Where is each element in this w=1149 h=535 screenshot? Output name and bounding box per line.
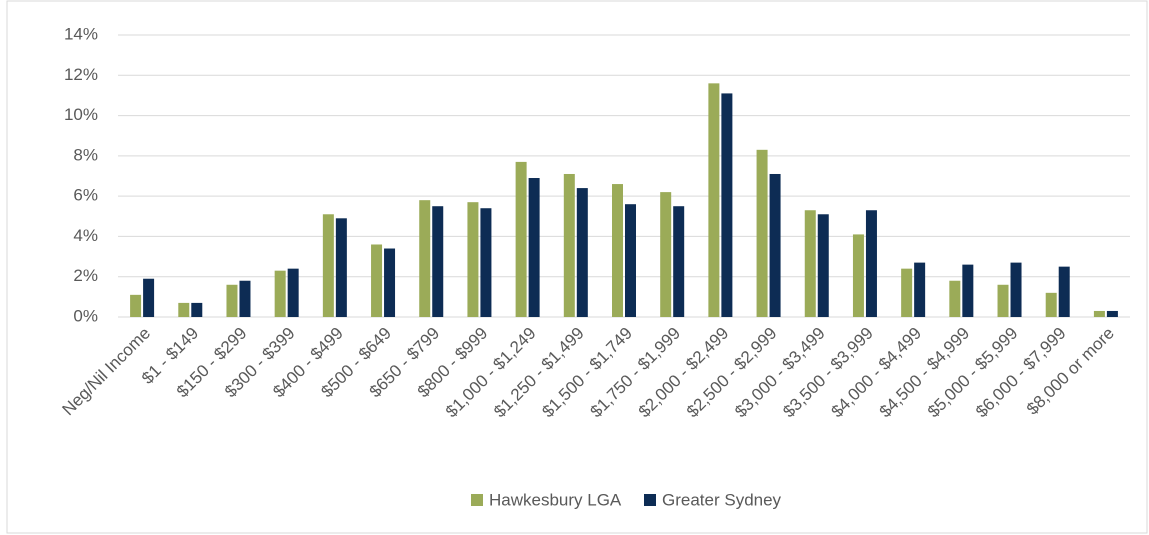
bar: [708, 83, 720, 317]
bar: [914, 262, 926, 317]
bar: [322, 214, 334, 317]
bar: [1058, 266, 1070, 317]
bar: [1106, 310, 1118, 317]
legend-label: Greater Sydney: [662, 490, 782, 509]
y-tick-label: 4%: [73, 226, 98, 245]
bar: [817, 214, 829, 317]
bar: [769, 173, 781, 317]
bar: [384, 248, 396, 317]
bar: [1045, 292, 1057, 317]
bar: [721, 93, 733, 318]
bar: [239, 280, 251, 317]
bar: [660, 192, 672, 317]
y-tick-label: 0%: [73, 306, 98, 325]
bar: [865, 210, 877, 317]
bar: [335, 218, 347, 317]
y-tick-label: 2%: [73, 266, 98, 285]
bar: [1010, 262, 1022, 317]
bar: [962, 264, 974, 317]
bar: [852, 234, 864, 317]
bar: [901, 268, 913, 317]
bar: [949, 280, 961, 317]
bar: [997, 284, 1009, 317]
bar: [371, 244, 383, 317]
bar: [673, 206, 685, 317]
bar: [515, 161, 527, 317]
bar: [419, 200, 431, 317]
y-tick-label: 6%: [73, 186, 98, 205]
bar: [563, 173, 575, 317]
legend-label: Hawkesbury LGA: [489, 490, 622, 509]
bar: [480, 208, 492, 317]
bar: [432, 206, 444, 317]
bar: [625, 204, 636, 317]
bar: [226, 284, 238, 317]
y-tick-label: 12%: [64, 65, 98, 84]
bar: [130, 294, 142, 317]
legend-swatch: [471, 494, 483, 506]
bar: [756, 149, 768, 317]
bar: [612, 184, 623, 317]
bar: [287, 268, 299, 317]
y-tick-label: 14%: [64, 24, 98, 43]
y-tick-label: 10%: [64, 105, 98, 124]
y-tick-label: 8%: [73, 145, 98, 164]
bar: [1093, 310, 1105, 317]
bar: [143, 278, 155, 317]
bar: [274, 270, 286, 317]
bar: [528, 178, 540, 317]
bar: [191, 302, 203, 317]
bar: [178, 302, 190, 317]
bar: [467, 202, 479, 317]
legend-swatch: [644, 494, 656, 506]
bar: [804, 210, 816, 317]
bar: [576, 188, 588, 317]
